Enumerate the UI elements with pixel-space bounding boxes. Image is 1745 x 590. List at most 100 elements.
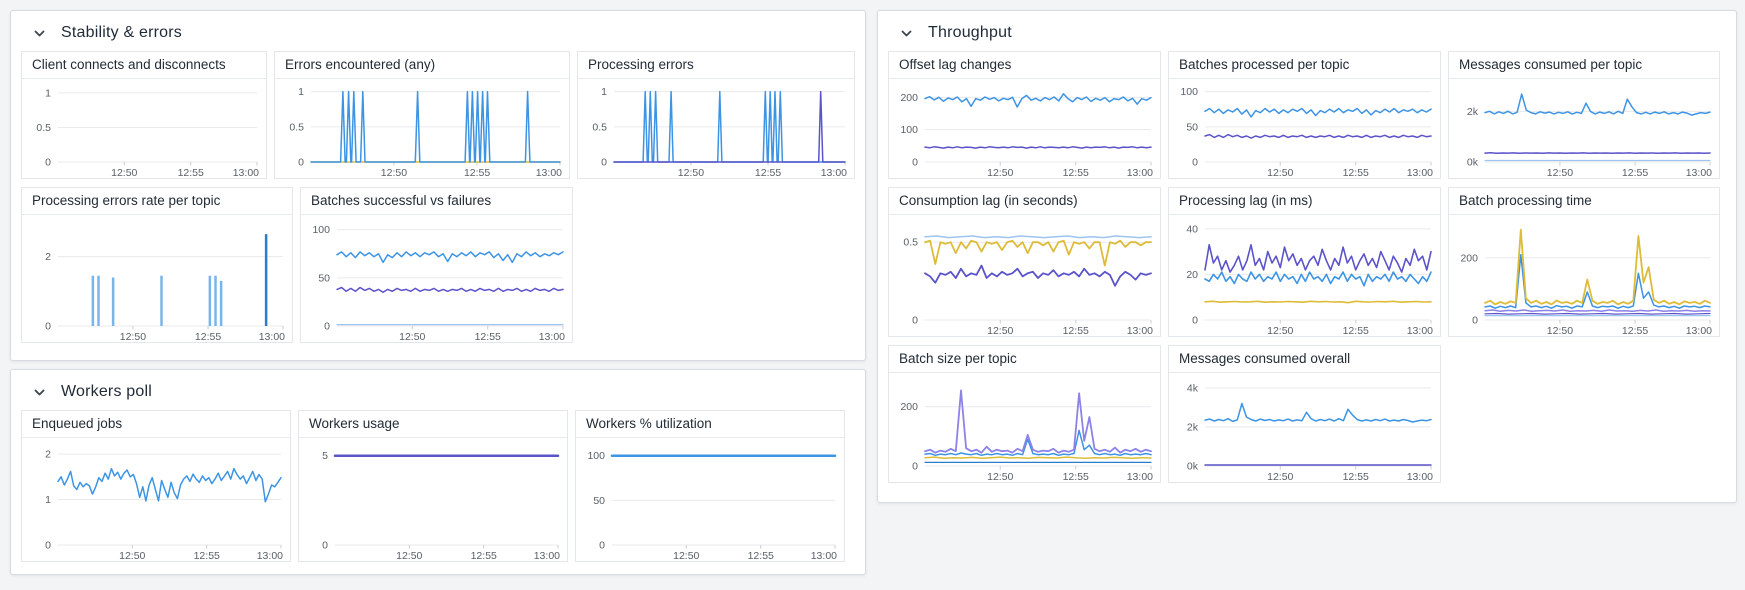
panel-chart[interactable]: 0 0.5 1 12:50 12:55 13:00	[22, 79, 266, 179]
svg-text:2k: 2k	[1467, 106, 1479, 118]
chevron-down-icon[interactable]	[899, 26, 913, 40]
svg-text:13:00: 13:00	[1686, 325, 1712, 337]
svg-text:12:50: 12:50	[1267, 471, 1293, 483]
svg-text:0: 0	[45, 157, 51, 169]
panel-title[interactable]: Enqueued jobs	[22, 411, 290, 438]
svg-text:13:00: 13:00	[1407, 325, 1433, 337]
svg-text:20: 20	[1186, 269, 1198, 281]
svg-text:13:00: 13:00	[539, 331, 565, 343]
svg-text:1: 1	[45, 87, 51, 99]
panel-batch-processing-time: Batch processing time 0 200 12:50 12:55 13:00	[1448, 187, 1720, 337]
panel-row: Batch size per topic 0 200 12:50 12:55 13:00 M…	[888, 345, 1726, 483]
svg-text:200: 200	[900, 401, 918, 413]
svg-text:100: 100	[900, 124, 918, 136]
panel-title[interactable]: Offset lag changes	[889, 52, 1160, 79]
section-header-stability-errors[interactable]: Stability & errors	[11, 11, 865, 51]
section-workers-poll: Workers poll Enqueued jobs 0 1 2 12:50 12:55 1…	[10, 369, 866, 575]
svg-text:0: 0	[324, 321, 330, 333]
panel-title[interactable]: Messages consumed per topic	[1449, 52, 1719, 79]
panel-batch-size-per-topic: Batch size per topic 0 200 12:50 12:55 13:00	[888, 345, 1161, 483]
svg-text:0: 0	[45, 321, 51, 333]
panel-chart[interactable]: 0 50 100 12:50 12:55 13:00	[1169, 79, 1440, 178]
svg-text:0.5: 0.5	[592, 121, 607, 133]
section-title: Throughput	[928, 24, 1012, 41]
panel-workers-usage: Workers usage 0 5 12:50 12:55 13:00	[298, 410, 568, 562]
panel-messages-consumed-per-topic: Messages consumed per topic 0k 2k 12:50 12:5…	[1448, 51, 1720, 179]
section-header-workers-poll[interactable]: Workers poll	[11, 370, 865, 410]
svg-text:5: 5	[322, 450, 328, 462]
svg-text:0.5: 0.5	[903, 237, 918, 249]
panel-title[interactable]: Batch size per topic	[889, 346, 1160, 373]
svg-text:0: 0	[298, 157, 304, 169]
section-panels: Client connects and disconnects 0 0.5 1 12:5…	[11, 51, 865, 343]
panel-errors-encountered-any: Errors encountered (any) 0 0.5 1 12:50 12:55 1…	[274, 51, 570, 179]
svg-text:12:55: 12:55	[755, 167, 781, 179]
panel-title[interactable]: Processing errors rate per topic	[22, 188, 292, 215]
panel-title[interactable]: Processing lag (in ms)	[1169, 188, 1440, 215]
svg-text:12:55: 12:55	[1343, 325, 1369, 337]
panel-chart[interactable]: 0k 2k 12:50 12:55 13:00	[1449, 79, 1719, 179]
panel-title[interactable]: Client connects and disconnects	[22, 52, 266, 79]
panel-chart[interactable]: 0 0.5 12:50 12:55 13:00	[889, 215, 1160, 337]
svg-text:0: 0	[912, 157, 918, 169]
svg-text:12:55: 12:55	[464, 167, 490, 179]
panel-processing-errors-rate-per-topic: Processing errors rate per topic 0 2 12:50 1…	[21, 187, 293, 343]
svg-text:12:55: 12:55	[1622, 167, 1648, 179]
svg-text:12:50: 12:50	[673, 550, 699, 562]
svg-text:12:50: 12:50	[987, 167, 1013, 179]
panel-chart[interactable]: 0 5 12:50 12:55 13:00	[299, 438, 567, 561]
panel-chart[interactable]: 0 0.5 1 12:50 12:55 13:00	[578, 79, 854, 179]
svg-text:100: 100	[312, 224, 330, 236]
svg-text:13:00: 13:00	[1127, 325, 1153, 337]
panel-chart[interactable]: 0k 2k 4k 12:50 12:55 13:00	[1169, 373, 1440, 483]
panel-chart[interactable]: 0 200 12:50 12:55 13:00	[1449, 215, 1719, 337]
svg-text:200: 200	[900, 92, 918, 104]
svg-text:12:50: 12:50	[399, 331, 425, 343]
panel-title[interactable]: Workers % utilization	[576, 411, 844, 438]
svg-text:12:50: 12:50	[678, 167, 704, 179]
panel-chart[interactable]: 0 50 100 12:50 12:55 13:00	[576, 438, 844, 562]
svg-text:12:55: 12:55	[1063, 167, 1089, 179]
panel-title[interactable]: Processing errors	[578, 52, 854, 79]
svg-text:12:55: 12:55	[195, 331, 221, 343]
svg-text:50: 50	[593, 495, 605, 507]
panel-chart[interactable]: 0 200 12:50 12:55 13:00	[889, 373, 1160, 483]
panel-title[interactable]: Messages consumed overall	[1169, 346, 1440, 373]
svg-text:0: 0	[1192, 315, 1198, 327]
panel-title[interactable]: Batches successful vs failures	[301, 188, 572, 215]
svg-text:13:00: 13:00	[259, 331, 285, 343]
section-title: Stability & errors	[61, 24, 182, 41]
panel-chart[interactable]: 0 1 2 12:50 12:55 13:00	[22, 438, 290, 562]
panel-title[interactable]: Errors encountered (any)	[275, 52, 569, 79]
svg-text:4k: 4k	[1187, 382, 1199, 394]
panel-title[interactable]: Batches processed per topic	[1169, 52, 1440, 79]
svg-text:0: 0	[1192, 157, 1198, 169]
svg-text:100: 100	[587, 450, 605, 462]
panel-row: Consumption lag (in seconds) 0 0.5 12:50 12:…	[888, 187, 1726, 337]
panel-chart[interactable]: 0 2 12:50 12:55 13:00	[22, 215, 292, 343]
svg-text:13:00: 13:00	[1127, 167, 1153, 179]
svg-text:100: 100	[1180, 86, 1198, 98]
chevron-down-icon[interactable]	[32, 385, 46, 399]
section-panels: Enqueued jobs 0 1 2 12:50 12:55 13:00 Workers u…	[11, 410, 865, 562]
panel-messages-consumed-overall: Messages consumed overall 0k 2k 4k 12:50 12:5…	[1168, 345, 1441, 483]
panel-title[interactable]: Workers usage	[299, 411, 567, 438]
svg-text:12:55: 12:55	[1343, 471, 1369, 483]
section-header-throughput[interactable]: Throughput	[878, 11, 1736, 51]
panel-chart[interactable]: 0 100 200 12:50 12:55 13:00	[889, 79, 1160, 179]
svg-text:12:50: 12:50	[111, 167, 137, 179]
chevron-down-icon[interactable]	[32, 26, 46, 40]
panel-chart[interactable]: 0 20 40 12:50 12:55 13:00	[1169, 215, 1440, 337]
svg-text:12:50: 12:50	[987, 325, 1013, 337]
svg-text:12:55: 12:55	[1063, 471, 1089, 483]
svg-text:12:55: 12:55	[475, 331, 501, 343]
svg-text:12:50: 12:50	[987, 471, 1013, 483]
panel-row: Client connects and disconnects 0 0.5 1 12:5…	[21, 51, 855, 179]
panel-chart[interactable]: 0 0.5 1 12:50 12:55 13:00	[275, 79, 569, 179]
panel-title[interactable]: Batch processing time	[1449, 188, 1719, 215]
svg-text:1: 1	[298, 86, 304, 98]
svg-text:12:50: 12:50	[119, 550, 145, 562]
panel-chart[interactable]: 0 50 100 12:50 12:55 13:00	[301, 215, 572, 343]
svg-text:50: 50	[1186, 121, 1198, 133]
panel-title[interactable]: Consumption lag (in seconds)	[889, 188, 1160, 215]
